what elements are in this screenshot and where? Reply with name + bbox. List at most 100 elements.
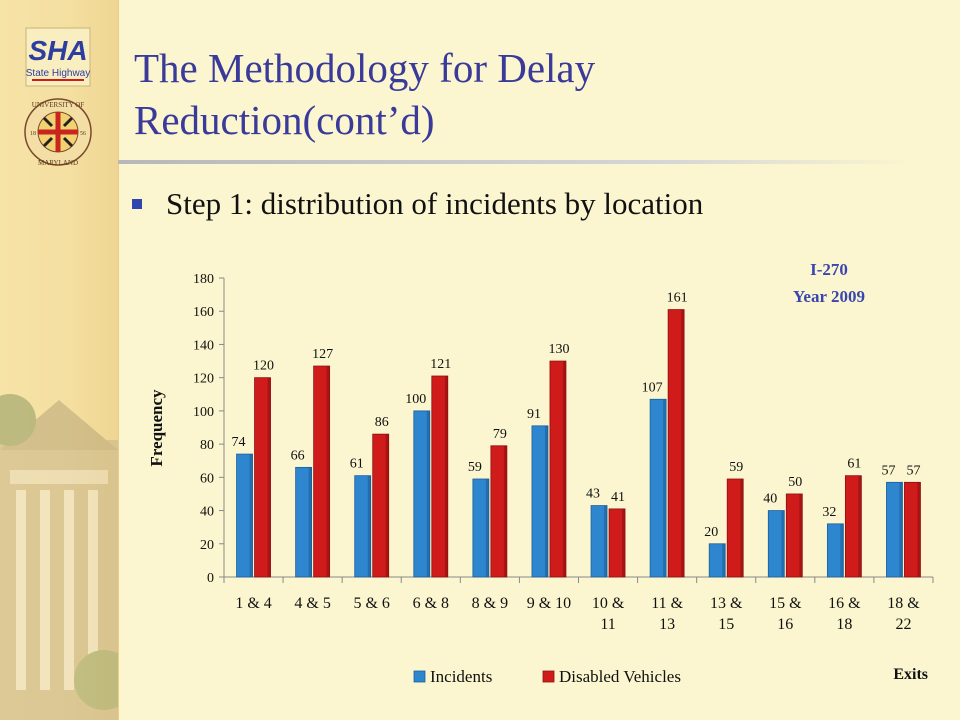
umd-text-bottom: MARYLAND: [38, 159, 78, 167]
sha-logo-subtext: State Highway: [26, 68, 90, 79]
bar-shade: [503, 445, 507, 577]
y-tick-label: 0: [207, 571, 214, 586]
disabled-vehicles-data-label: 86: [375, 415, 389, 430]
bullet-text: Step 1: distribution of incidents by loc…: [166, 186, 704, 221]
chart-annotation-year: Year 2009: [793, 287, 865, 306]
x-tick-label: 11: [600, 616, 615, 633]
legend-label-disabled-vehicles: Disabled Vehicles: [559, 667, 681, 686]
incidents-data-label: 20: [704, 525, 718, 540]
bar-shade: [781, 510, 785, 577]
bar-shade: [367, 475, 371, 577]
slide-title-line1: The Methodology for Delay: [134, 45, 596, 91]
legend-swatch-disabled-vehicles: [542, 670, 555, 683]
x-tick-label: 18 &: [887, 595, 920, 612]
x-tick-label: 11 &: [651, 595, 683, 612]
bar-shade: [326, 366, 330, 577]
disabled-vehicles-data-label: 41: [611, 490, 625, 505]
umd-text-top: UNIVERSITY OF: [32, 101, 85, 109]
incidents-data-label: 107: [642, 380, 663, 395]
incidents-data-label: 40: [763, 492, 777, 507]
disabled-vehicles-data-label: 120: [253, 359, 274, 374]
umd-year-left: 18: [30, 131, 36, 137]
x-tick-label: 8 & 9: [472, 595, 508, 612]
slide-title-line2: Reduction(cont’d): [134, 97, 435, 143]
x-tick-label: 6 & 8: [413, 595, 449, 612]
y-tick-label: 20: [200, 538, 214, 553]
y-tick-label: 40: [200, 505, 214, 520]
bullet-item: Step 1: distribution of incidents by loc…: [132, 186, 703, 222]
bar-shade: [249, 454, 253, 577]
disabled-vehicles-data-label: 79: [493, 427, 507, 442]
bar-shade: [485, 478, 489, 577]
bar-shade: [562, 361, 566, 577]
x-tick-label: 15 &: [769, 595, 802, 612]
bar-shade: [799, 493, 803, 577]
bar-shade: [917, 482, 921, 577]
incidents-data-label: 32: [822, 505, 836, 520]
umd-seal-logo: UNIVERSITY OF MARYLAND 18 56: [24, 98, 92, 167]
disabled-vehicles-data-label: 127: [312, 347, 333, 362]
y-tick-label: 120: [193, 372, 214, 387]
title-divider: [118, 160, 912, 164]
incidents-data-label: 66: [291, 448, 305, 463]
disabled-vehicles-data-label: 61: [847, 457, 861, 472]
x-tick-label: 10 &: [592, 595, 625, 612]
umd-year-right: 56: [80, 131, 86, 137]
legend-swatch-incidents: [413, 670, 426, 683]
bar-shade: [858, 475, 862, 577]
incidents-data-label: 57: [881, 463, 895, 478]
incidents-data-label: 43: [586, 487, 600, 502]
sha-logo: SHA State Highway: [25, 27, 91, 87]
x-tick-label: 18: [836, 616, 852, 633]
chart-annotation-road: I-270: [810, 260, 848, 279]
x-tick-label: 9 & 10: [527, 595, 571, 612]
x-tick-label: 22: [895, 616, 911, 633]
x-tick-label: 13 &: [710, 595, 743, 612]
disabled-vehicles-data-label: 59: [729, 460, 743, 475]
bar-shade: [663, 399, 667, 577]
bar-shade: [267, 377, 271, 577]
bar-shade: [544, 425, 548, 577]
x-tick-label: 4 & 5: [294, 595, 330, 612]
incidents-data-label: 61: [350, 457, 364, 472]
y-tick-label: 100: [193, 405, 214, 420]
bar-shade: [681, 309, 685, 577]
bar-shade: [722, 543, 726, 577]
x-axis-title: Exits: [893, 666, 928, 683]
incidents-data-label: 74: [232, 435, 246, 450]
bar-shade: [740, 478, 744, 577]
legend-label-incidents: Incidents: [430, 667, 492, 686]
bar-shade: [840, 523, 844, 577]
incidents-data-label: 59: [468, 460, 482, 475]
x-tick-label: 5 & 6: [353, 595, 389, 612]
x-tick-label: 1 & 4: [235, 595, 271, 612]
x-tick-label: 13: [659, 616, 675, 633]
disabled-vehicles-data-label: 130: [548, 342, 569, 357]
bar-shade: [604, 505, 608, 577]
building-photo: [0, 394, 118, 720]
y-tick-label: 140: [193, 338, 214, 353]
disabled-vehicles-data-label: 57: [906, 463, 920, 478]
sha-logo-text: SHA: [28, 35, 87, 66]
x-tick-label: 16 &: [828, 595, 861, 612]
y-tick-label: 60: [200, 471, 214, 486]
y-tick-label: 80: [200, 438, 214, 453]
bar-shade: [385, 434, 389, 577]
bar-shade: [308, 467, 312, 577]
disabled-vehicles-bar: [254, 377, 271, 578]
decorative-sidebar: SHA State Highway UNIVERSITY OF MARYLAND…: [0, 0, 119, 720]
bar-shade: [444, 376, 448, 577]
disabled-vehicles-data-label: 161: [667, 291, 688, 306]
y-tick-label: 180: [193, 272, 214, 287]
slide-title: The Methodology for Delay Reduction(cont…: [134, 42, 934, 146]
incidents-data-label: 91: [527, 407, 541, 422]
bar-shade: [426, 410, 430, 577]
incidents-data-label: 100: [405, 392, 426, 407]
disabled-vehicles-data-label: 121: [430, 357, 451, 372]
y-tick-label: 160: [193, 305, 214, 320]
x-tick-label: 15: [718, 616, 734, 633]
x-tick-label: 16: [777, 616, 793, 633]
bullet-square-icon: [132, 199, 142, 209]
y-axis-title: Frequency: [147, 389, 166, 467]
